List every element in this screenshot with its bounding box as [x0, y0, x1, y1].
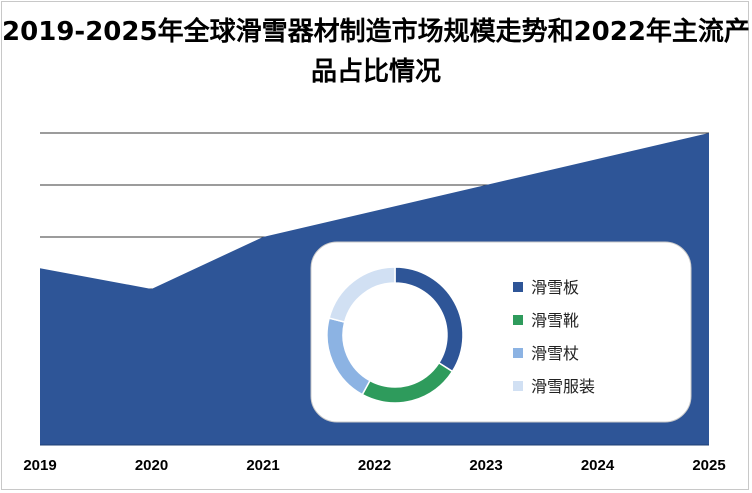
x-axis-ticks: 2019 2020 2021 2022 2023 2024 2025 [23, 457, 725, 474]
legend-swatch [513, 348, 523, 358]
legend-label: 滑雪板 [531, 278, 579, 297]
x-tick-label: 2024 [581, 457, 615, 474]
legend-swatch [513, 381, 523, 391]
x-tick-label: 2020 [135, 457, 168, 474]
legend-swatch [513, 282, 523, 292]
x-tick-label: 2025 [692, 457, 725, 474]
inset-panel [310, 241, 692, 423]
chart-title: 2019-2025年全球滑雪器材制造市场规模走势和2022年主流产品占比情况 [2, 17, 750, 87]
legend-label: 滑雪靴 [531, 311, 579, 330]
donut-slice [328, 266, 396, 323]
x-tick-label: 2022 [358, 457, 391, 474]
legend-label: 滑雪服装 [531, 377, 595, 396]
x-tick-label: 2021 [246, 457, 279, 474]
x-tick-label: 2019 [23, 457, 56, 474]
legend-swatch [513, 315, 523, 325]
x-tick-label: 2023 [469, 457, 502, 474]
legend-label: 滑雪杖 [531, 344, 579, 363]
